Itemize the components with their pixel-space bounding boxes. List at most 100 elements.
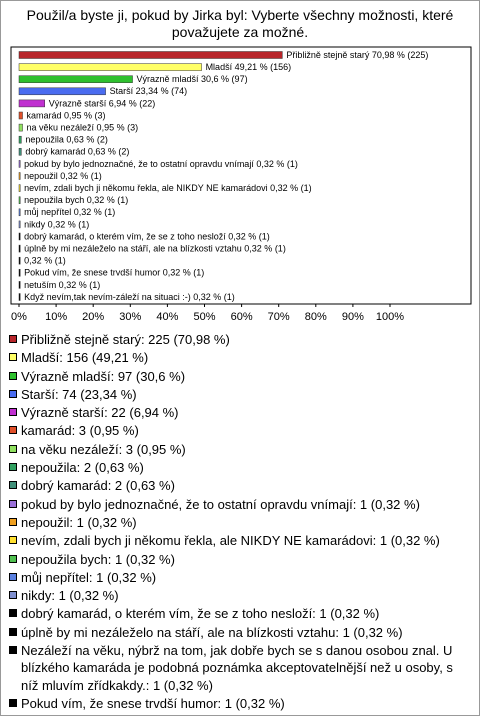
bar-label: nepoužila 0,63 % (2): [25, 135, 108, 145]
legend-item: dobrý kamarád, o kterém vím, že se z toh…: [9, 605, 471, 622]
bar-label: Přibližně stejně starý 70,98 % (225): [286, 50, 428, 60]
legend-item: netuším: 1 (0,32 %): [9, 713, 471, 715]
legend-marker: [9, 335, 17, 343]
bar-label: 0,32 % (1): [24, 256, 66, 266]
legend-marker: [9, 408, 17, 417]
legend-marker: [9, 463, 17, 472]
legend-item: kamarád: 3 (0,95 %): [9, 422, 471, 439]
bar-label: netuším 0,32 % (1): [24, 280, 100, 290]
bar-label: Když nevím,tak nevím-záleží na situaci :…: [24, 292, 235, 302]
legend-label: můj nepřítel: 1 (0,32 %): [21, 569, 157, 585]
x-tick-label: 70%: [268, 311, 290, 323]
bar: [18, 232, 21, 241]
legend-label: netuším: 1 (0,32 %): [21, 713, 134, 715]
legend-item: nepoužila: 2 (0,63 %): [9, 459, 471, 476]
legend-marker: [9, 536, 17, 545]
bar-label: na věku nezáleží 0,95 % (3): [27, 122, 139, 132]
legend-label: na věku nezáleží: 3 (0,95 %): [21, 441, 186, 457]
legend-marker: [9, 517, 17, 526]
legend-label: dobrý kamarád, o kterém vím, že se z toh…: [21, 606, 380, 622]
legend-label: Výrazně mladší: 97 (30,6 %): [21, 368, 186, 384]
legend-label: Výrazně starší: 22 (6,94 %): [21, 405, 179, 421]
bar-label: dobrý kamarád, o kterém vím, že se z toh…: [24, 231, 270, 241]
plot-frame: [10, 46, 472, 305]
chart: 0% 10% 20% 30% 40% 50% 60% 70% 80% 90% 100% Přibliž…: [10, 46, 472, 323]
x-tick-label: 40%: [156, 311, 178, 323]
bar-label: nikdy 0,32 % (1): [24, 219, 89, 229]
legend-item: na věku nezáleží: 3 (0,95 %): [9, 441, 471, 458]
bar: [18, 99, 45, 108]
legend-marker: [9, 554, 17, 563]
legend-item: úplně by mi nezáleželo na stáří, ale na …: [9, 624, 471, 641]
bar: [18, 244, 21, 253]
x-tick-label: 0%: [11, 311, 27, 323]
bar-label: úplně by mi nezáleželo na stáří, ale na …: [24, 243, 286, 253]
bar: [18, 172, 21, 180]
legend-label: pokud by bylo jednoznačné, že to ostatní…: [21, 496, 420, 512]
bar: [18, 148, 22, 156]
bar: [18, 256, 21, 265]
legend-item: Mladší: 156 (49,21 %): [9, 349, 471, 366]
legend-item: můj nepřítel: 1 (0,32 %): [9, 569, 471, 586]
x-tick-label: 20%: [82, 311, 104, 323]
bar-label: nevím, zdali bych ji někomu řekla, ale N…: [24, 183, 311, 193]
bar-label: Výrazně starší 6,94 % (22): [49, 98, 156, 108]
chart-title: Použil/a byste ji, pokud by Jirka byl: V…: [26, 7, 454, 40]
legend-item: nepoužil: 1 (0,32 %): [9, 514, 471, 531]
legend-label: Přibližně stejně starý: 225 (70,98 %): [21, 332, 230, 347]
legend: Přibližně stejně starý: 225 (70,98 %) Mla…: [9, 331, 471, 715]
legend-marker: [9, 499, 17, 508]
legend-marker: [9, 481, 17, 490]
legend-item: Nezáleží na věku, nýbrž na tom, jak dobř…: [9, 642, 471, 694]
bar-label: Pokud vím, že snese trvdší humor 0,32 % …: [24, 268, 204, 278]
legend-marker: [9, 371, 17, 380]
legend-label: dobrý kamarád: 2 (0,63 %): [21, 478, 175, 494]
bar-label: kamarád 0,95 % (3): [27, 110, 106, 120]
legend-item: pokud by bylo jednoznačné, že to ostatní…: [9, 496, 471, 513]
bar-label: pokud by bylo jednoznačné, že to ostatní…: [24, 159, 298, 169]
legend-item: dobrý kamarád: 2 (0,63 %): [9, 477, 471, 494]
bar: [18, 87, 106, 96]
legend-label: nepoužila bych: 1 (0,32 %): [21, 551, 175, 567]
legend-label: kamarád: 3 (0,95 %): [21, 423, 139, 439]
legend-label: nepoužila: 2 (0,63 %): [21, 460, 144, 476]
bar: [18, 184, 21, 192]
legend-marker: [9, 389, 17, 398]
legend-marker: [9, 572, 17, 581]
legend-item: nikdy: 1 (0,32 %): [9, 587, 471, 604]
bar: [18, 220, 21, 229]
x-tick-label: 10%: [45, 311, 67, 323]
x-tick-label: 50%: [193, 311, 215, 323]
legend-label: nepoužil: 1 (0,32 %): [21, 514, 137, 530]
legend-marker: [9, 627, 17, 636]
x-tick-label: 60%: [231, 311, 253, 323]
x-tick-label: 30%: [119, 311, 141, 323]
legend-marker: [9, 698, 17, 707]
bar-label: nepoužil 0,32 % (1): [24, 171, 102, 181]
legend-label: Nezáleží na věku, nýbrž na tom, jak dobř…: [21, 643, 453, 693]
bar-label: dobrý kamarád 0,63 % (2): [25, 147, 129, 157]
x-tick-label: 100%: [376, 311, 404, 323]
bar: [18, 111, 23, 120]
legend-item: Pokud vím, že snese trvdší humor: 1 (0,3…: [9, 695, 471, 712]
legend-label: Pokud vím, že snese trvdší humor: 1 (0,3…: [21, 695, 285, 711]
legend-item: nevím, zdali bych ji někomu řekla, ale N…: [9, 532, 471, 549]
legend-item: nepoužila bych: 1 (0,32 %): [9, 551, 471, 568]
bar-label: nepoužila bych 0,32 % (1): [24, 195, 128, 205]
bar-label: Starší 23,34 % (74): [110, 86, 188, 96]
legend-marker: [9, 609, 17, 618]
legend-marker: [9, 444, 17, 453]
bar-label: Mladší 49,21 % (156): [206, 62, 292, 72]
legend-item: Výrazně mladší: 97 (30,6 %): [9, 368, 471, 385]
legend-label: Starší: 74 (23,34 %): [21, 386, 137, 402]
bar-label: můj nepřítel 0,32 % (1): [24, 207, 115, 217]
bar: [18, 208, 21, 217]
x-tick-label: 80%: [305, 311, 327, 323]
legend-marker: [9, 353, 17, 362]
x-tick-label: 90%: [342, 311, 364, 323]
legend-item: Starší: 74 (23,34 %): [9, 386, 471, 403]
bar: [18, 75, 133, 83]
legend-label: Mladší: 156 (49,21 %): [21, 350, 149, 366]
bar: [18, 196, 21, 204]
